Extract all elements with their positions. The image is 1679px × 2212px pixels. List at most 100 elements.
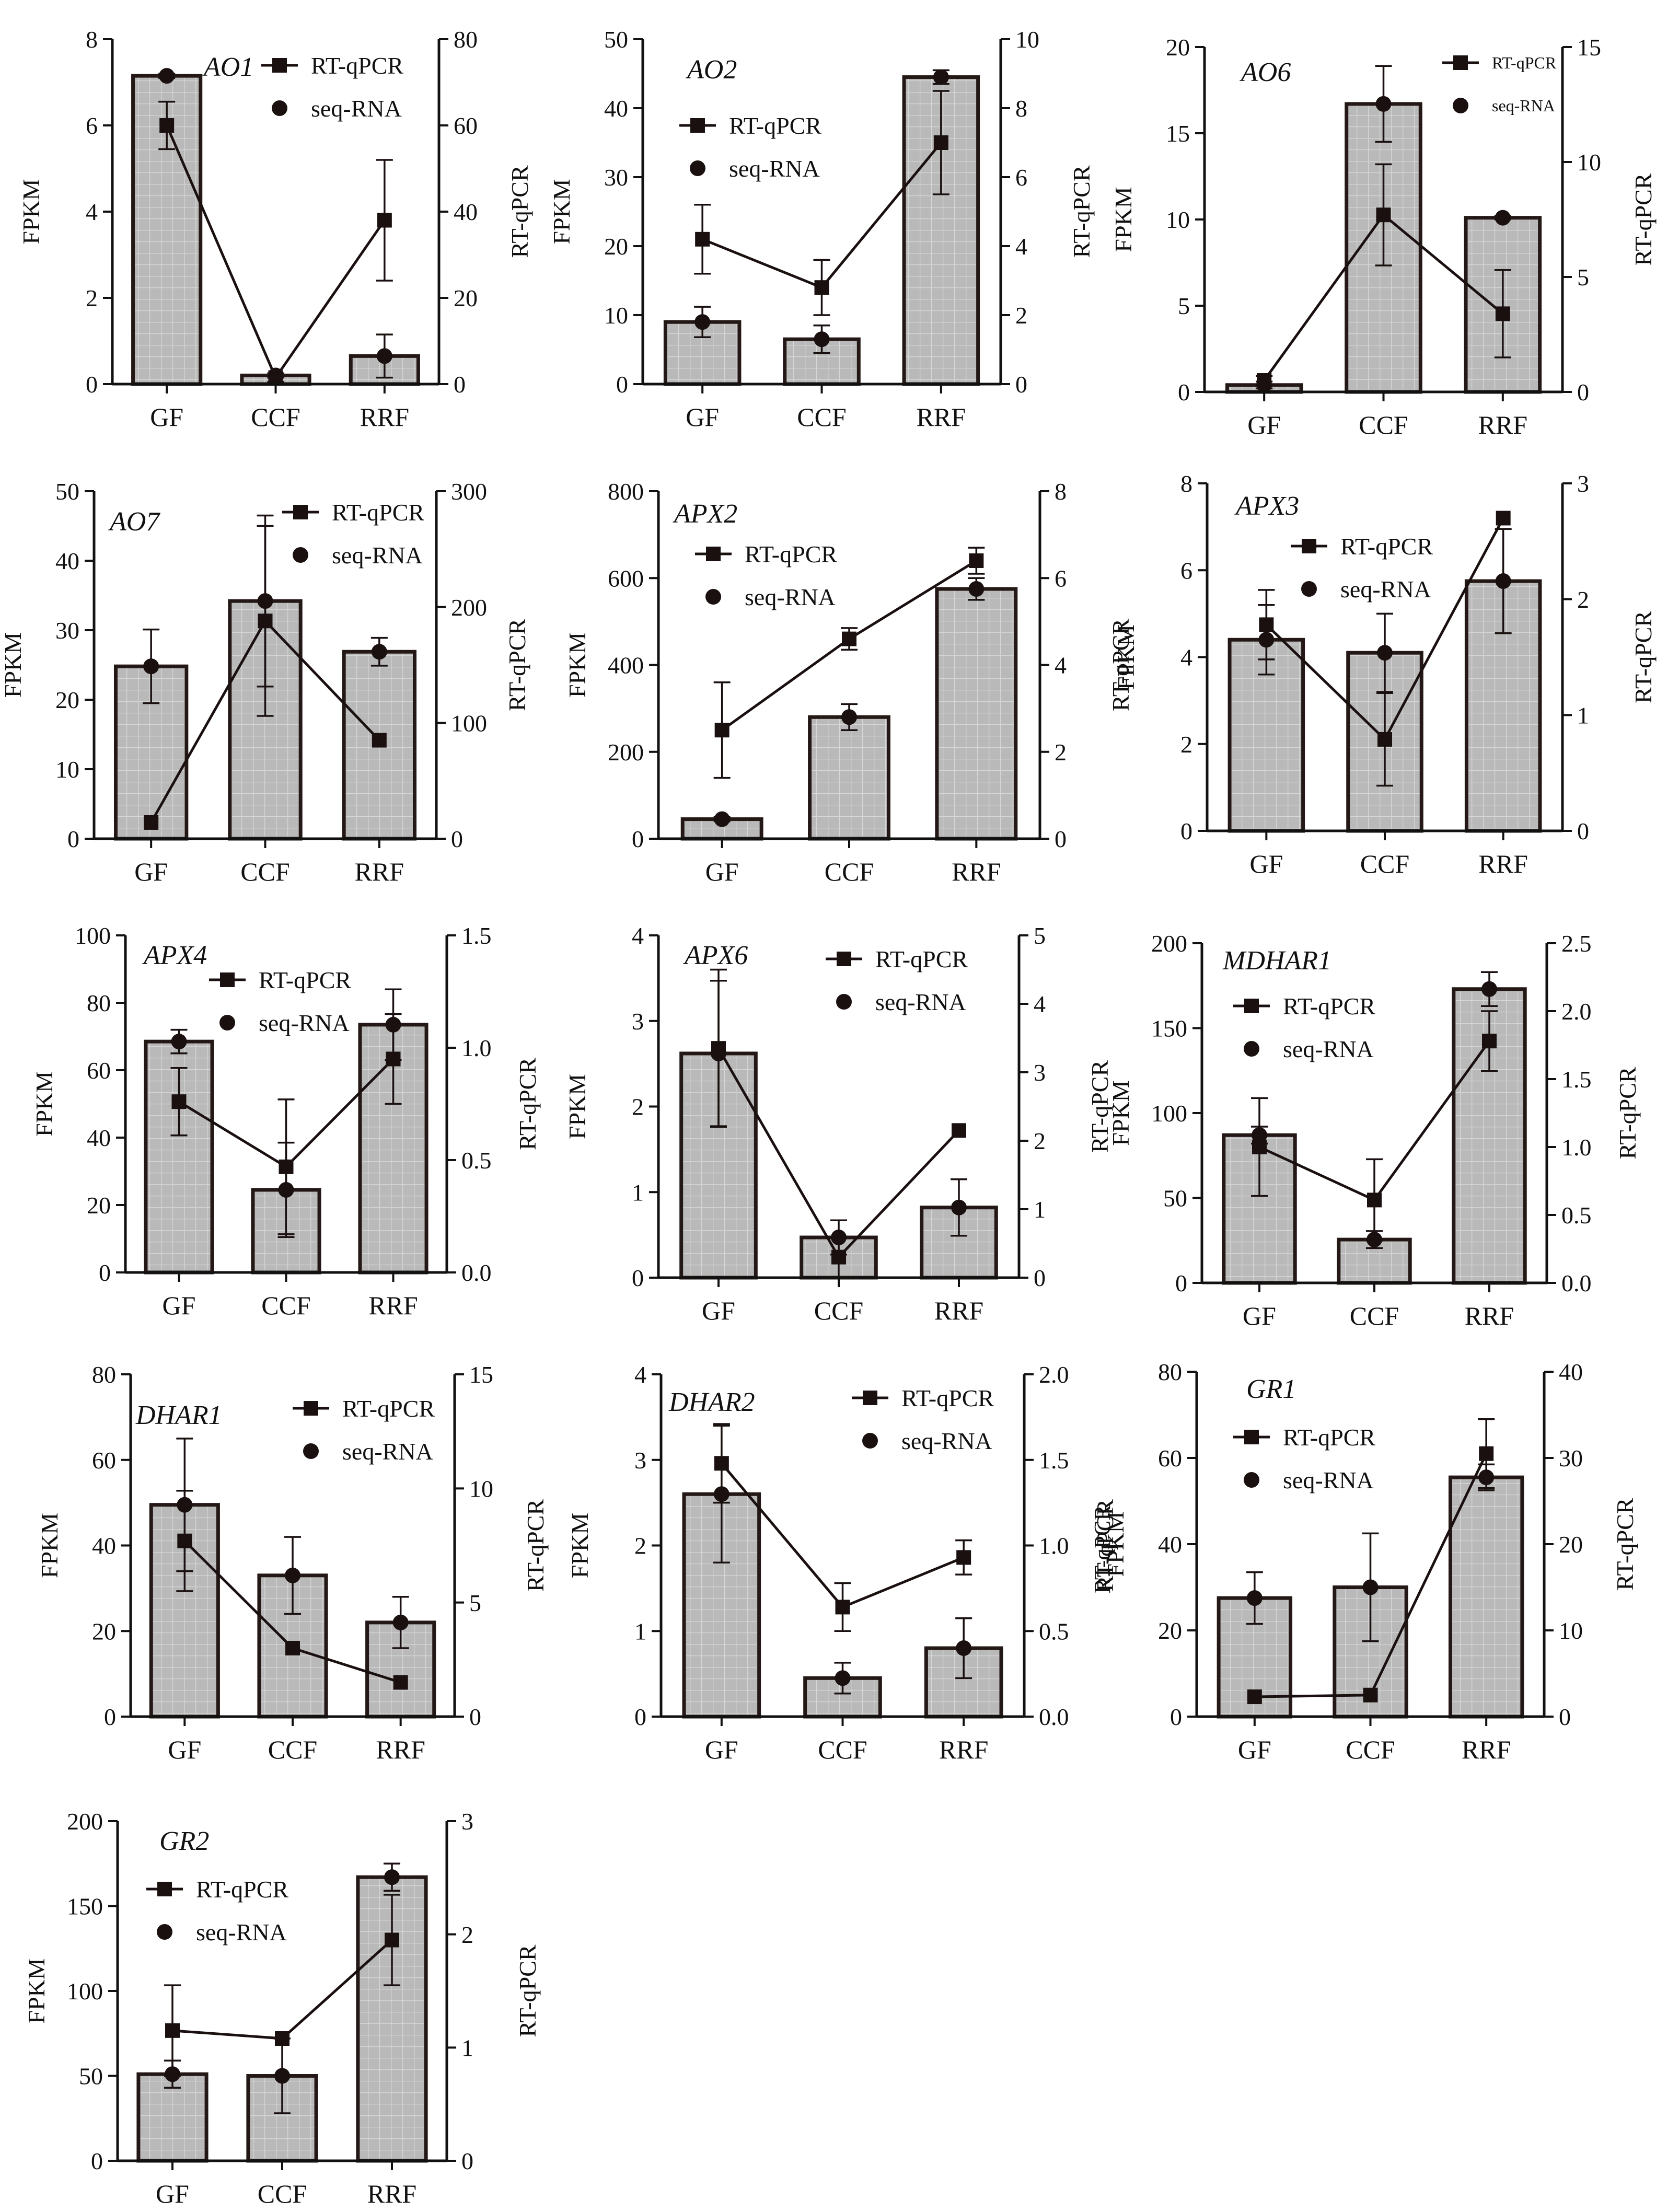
right-tick-label: 0.5 (461, 1147, 492, 1174)
y2-axis-title: RT-qPCR (1092, 1499, 1118, 1592)
legend-rt-qpcr-label: RT-qPCR (1283, 993, 1375, 1020)
panel-title: APX2 (673, 499, 737, 529)
x-tick-label-ccf: CCF (797, 402, 847, 432)
right-tick-label: 0.0 (461, 1259, 492, 1286)
seq-rna-point (384, 1869, 400, 1885)
legend-rt-qpcr-label: RT-qPCR (259, 967, 351, 993)
right-tick-label: 0 (1559, 1704, 1571, 1730)
left-tick-label: 30 (55, 617, 79, 644)
right-tick-label: 3 (1577, 470, 1589, 497)
left-tick-label: 10 (1166, 206, 1190, 233)
x-tick-label-gf: GF (702, 1296, 735, 1325)
x-tick-label-ccf: CCF (258, 2179, 307, 2208)
left-tick-label: 400 (608, 652, 644, 679)
right-tick-label: 100 (451, 710, 487, 736)
seq-rna-point (1495, 210, 1511, 226)
right-tick-label: 0 (1055, 826, 1067, 852)
right-tick-label: 0.5 (1039, 1618, 1069, 1644)
x-tick-label-gf: GF (150, 402, 183, 432)
right-tick-label: 4 (1015, 233, 1027, 260)
seq-rna-point (956, 1640, 972, 1656)
legend-square-swatch (690, 118, 705, 133)
legend-square-swatch (293, 505, 308, 519)
legend-rt-qpcr-label: RT-qPCR (1492, 53, 1557, 72)
left-tick-label: 8 (1180, 470, 1192, 497)
y2-axis-title: RT-qPCR (1630, 173, 1657, 265)
right-tick-label: 0 (1015, 371, 1027, 398)
legend-square-swatch (1453, 55, 1468, 70)
rt-qpcr-point (1377, 732, 1392, 747)
rt-qpcr-point (159, 118, 175, 133)
legend-seq-rna-label: seq-RNA (745, 584, 836, 610)
chart-panel-mdhar1: 0 50 100 150 200 0.0 0.5 1.0 1.5 2.0 2.5 GF CCF RRF FP… (1107, 930, 1641, 1330)
right-tick-label: 10 (1577, 149, 1601, 176)
bar-ccf (808, 715, 890, 841)
right-tick-label: 15 (1577, 34, 1601, 61)
right-tick-label: 1.0 (1561, 1134, 1592, 1161)
rt-qpcr-point (1482, 1034, 1497, 1049)
chart-panel-apx6: 0 1 2 3 4 0 1 2 3 4 5 GF CCF RRF FPKM RT-qPCR APX6 RT-qPC… (564, 922, 1113, 1325)
x-tick-label-ccf: CCF (825, 857, 874, 886)
seq-rna-point (968, 581, 985, 597)
legend-circle-swatch (272, 100, 287, 116)
right-tick-label: 40 (1559, 1359, 1583, 1385)
left-tick-label: 0 (1170, 1704, 1182, 1730)
legend-rt-qpcr-label: RT-qPCR (311, 52, 403, 79)
rt-qpcr-point (952, 1123, 966, 1138)
panel-title: APX4 (142, 941, 207, 970)
panel-title: AO1 (202, 52, 253, 82)
right-tick-label: 15 (469, 1361, 493, 1388)
legend-circle-swatch (303, 1443, 319, 1459)
seq-rna-point (835, 1670, 851, 1686)
seq-rna-point (933, 69, 949, 85)
left-tick-label: 3 (634, 1447, 646, 1474)
left-tick-label: 6 (86, 112, 98, 139)
x-tick-label-rrf: RRF (1478, 410, 1528, 439)
rt-qpcr-point (177, 1533, 192, 1548)
left-tick-label: 50 (55, 478, 79, 505)
right-tick-label: 3 (1034, 1059, 1046, 1086)
y-axis-title: FPKM (1110, 187, 1137, 252)
right-tick-label: 10 (469, 1475, 493, 1502)
y2-axis-title: RT-qPCR (1086, 1060, 1113, 1153)
left-tick-label: 0 (99, 1259, 111, 1286)
x-tick-label-gf: GF (686, 402, 719, 432)
right-tick-label: 60 (454, 112, 478, 139)
right-tick-label: 0 (461, 2148, 473, 2174)
seq-rna-point (159, 68, 175, 84)
x-tick-label-gf: GF (1243, 1301, 1276, 1330)
chart-panel-gr1: 0 20 40 60 80 0 10 20 30 40 GF CCF RRF FPKM RT-qPCR GR1… (1102, 1359, 1638, 1764)
y-axis-title: FPKM (18, 179, 44, 244)
legend-rt-qpcr-label: RT-qPCR (1340, 533, 1433, 560)
x-tick-label-ccf: CCF (814, 1296, 864, 1325)
left-tick-label: 20 (92, 1618, 116, 1644)
left-tick-label: 6 (1180, 557, 1192, 584)
rt-qpcr-point (1252, 1140, 1267, 1154)
legend-seq-rna-label: seq-RNA (1340, 576, 1431, 603)
bar-ccf (246, 2074, 318, 2163)
chart-panel-apx4: 0 20 40 60 80 100 0.0 0.5 1.0 1.5 GF CCF RRF FPKM RT-q… (31, 922, 541, 1320)
y-axis-title: FPKM (1113, 624, 1139, 690)
seq-rna-point (385, 1016, 401, 1033)
y-axis-title: FPKM (564, 1074, 590, 1139)
legend-rt-qpcr-label: RT-qPCR (729, 112, 821, 139)
left-tick-label: 0 (104, 1704, 116, 1730)
left-tick-label: 0 (1180, 818, 1192, 844)
left-tick-label: 15 (1166, 120, 1190, 147)
right-tick-label: 1.0 (461, 1035, 492, 1061)
left-tick-label: 2 (634, 1533, 646, 1559)
legend-square-swatch (220, 972, 235, 987)
right-tick-label: 0 (1034, 1265, 1046, 1291)
seq-rna-point (285, 1567, 300, 1583)
rt-qpcr-point (1367, 1192, 1382, 1208)
left-tick-label: 0 (86, 371, 98, 398)
right-tick-label: 2 (461, 1921, 473, 1948)
right-tick-label: 10 (1559, 1617, 1583, 1644)
y-axis-title: FPKM (23, 1958, 50, 2023)
y2-axis-title: RT-qPCR (504, 619, 530, 711)
legend-seq-rna-label: seq-RNA (1492, 96, 1555, 115)
seq-rna-point (1495, 573, 1511, 589)
right-tick-label: 5 (1577, 264, 1589, 291)
x-tick-label-ccf: CCF (1346, 1735, 1395, 1764)
x-tick-label-rrf: RRF (1465, 1301, 1514, 1330)
